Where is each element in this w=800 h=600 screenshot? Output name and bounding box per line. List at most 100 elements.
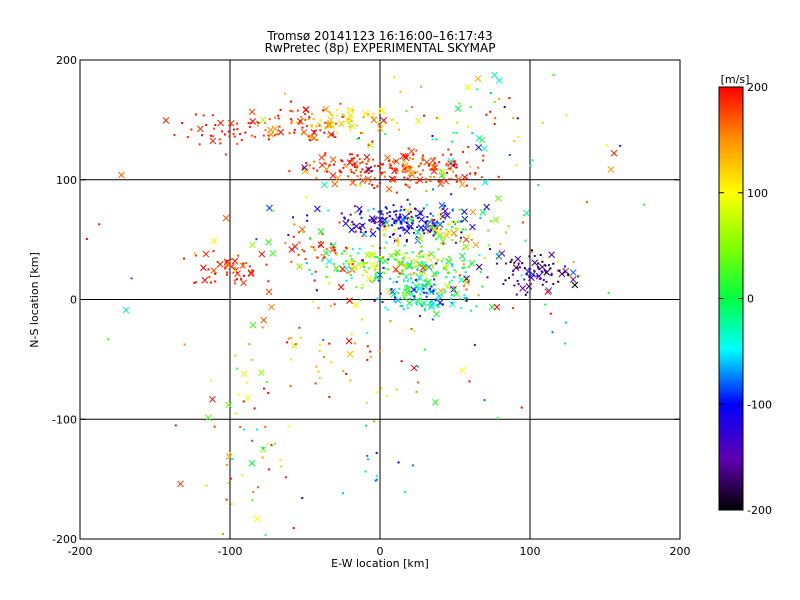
data-point-dot: [399, 226, 402, 229]
data-point-dot: [469, 263, 472, 266]
data-point-dot: [441, 303, 444, 306]
data-point-cross: [453, 290, 460, 298]
data-point-dot: [250, 134, 253, 137]
data-point-dot: [538, 277, 541, 280]
data-point-dot: [353, 165, 356, 168]
data-point-dot: [318, 343, 321, 346]
data-point-dot: [382, 256, 385, 259]
data-point-dot: [450, 265, 453, 268]
data-point-dot: [537, 268, 540, 271]
data-point-dot: [207, 268, 210, 271]
data-point-dot: [236, 367, 239, 370]
data-point-dot: [438, 297, 441, 300]
data-point-dot: [441, 235, 444, 238]
data-point-cross: [492, 216, 500, 224]
data-point-dot: [403, 160, 406, 163]
data-point-dot: [435, 304, 438, 307]
data-point-dot: [318, 376, 321, 379]
data-point-dot: [396, 242, 399, 245]
data-point-cross: [363, 153, 371, 161]
data-point-cross: [416, 274, 424, 282]
data-point-dot: [406, 307, 409, 310]
data-point-dot: [389, 319, 392, 322]
data-point-dot: [400, 205, 403, 208]
data-point-cross: [438, 172, 446, 179]
data-point-dot: [341, 113, 344, 116]
data-point-dot: [420, 245, 423, 248]
data-point-dot: [563, 342, 566, 345]
data-point-dot: [363, 269, 366, 272]
data-point-dot: [440, 294, 443, 297]
data-point-dot: [236, 128, 239, 131]
data-point-cross: [447, 157, 455, 165]
data-point-dot: [364, 178, 367, 181]
colorbar-ticks: 200 100 0 -100 -200: [719, 81, 772, 517]
data-point-dot: [377, 279, 380, 282]
data-point-dot: [305, 262, 308, 265]
data-point-cross: [296, 117, 304, 125]
data-point-dot: [391, 224, 394, 227]
data-point-dot: [524, 293, 527, 296]
data-point-dot: [304, 118, 307, 121]
data-point-dot: [353, 205, 356, 208]
data-point-dot: [405, 238, 408, 241]
data-point-dot: [364, 470, 367, 473]
data-point-cross: [427, 303, 435, 311]
data-point-dot: [376, 227, 379, 230]
data-point-dot: [413, 295, 416, 298]
data-point-dot: [444, 291, 447, 294]
data-point-dot: [308, 139, 311, 142]
data-point-dot: [293, 131, 296, 134]
data-point-dot: [214, 272, 217, 275]
data-point-cross: [321, 181, 328, 189]
data-point-dot: [365, 271, 368, 274]
data-point-dot: [435, 262, 438, 265]
data-point-dot: [461, 267, 464, 270]
data-point-dot: [356, 166, 359, 169]
data-point-dot: [522, 214, 525, 217]
data-point-dot: [397, 461, 400, 464]
data-point-dot: [411, 106, 414, 109]
data-point-dot: [405, 252, 408, 255]
data-point-cross: [493, 303, 501, 311]
data-point-dot: [374, 217, 377, 220]
data-point-dot: [374, 272, 377, 275]
data-point-dot: [448, 256, 451, 259]
data-point-dot: [355, 124, 358, 127]
data-point-dot: [446, 271, 449, 274]
data-point-cross: [424, 278, 432, 286]
data-point-dot: [499, 243, 502, 246]
data-point-dot: [406, 280, 409, 283]
data-point-dot: [464, 271, 467, 274]
data-point-dot: [513, 284, 516, 287]
data-point-dot: [362, 234, 365, 237]
data-point-dot: [365, 169, 368, 172]
data-point-dot: [383, 222, 386, 225]
data-point-dot: [402, 292, 405, 295]
data-point-cross: [247, 269, 255, 277]
data-point-dot: [373, 267, 376, 270]
data-point-cross: [266, 204, 273, 212]
data-point-dot: [194, 281, 197, 284]
data-point-cross: [265, 238, 272, 246]
data-point-dot: [426, 267, 429, 270]
data-point-dot: [378, 228, 381, 231]
data-point-dot: [449, 297, 452, 300]
data-point-dot: [409, 179, 412, 182]
data-point-cross: [483, 203, 490, 211]
data-point-dot: [351, 263, 354, 266]
data-point-cross: [491, 71, 498, 79]
data-point-dot: [400, 269, 403, 272]
data-point-dot: [429, 179, 432, 182]
data-point-cross: [209, 395, 216, 403]
data-point-cross: [300, 128, 308, 136]
data-point-dot: [541, 121, 544, 124]
data-point-dot: [460, 236, 463, 239]
data-point-dot: [234, 282, 237, 285]
data-point-dot: [457, 227, 460, 230]
data-point-dot: [409, 210, 412, 213]
data-point-dot: [272, 209, 275, 212]
data-point-dot: [453, 288, 456, 291]
data-point-dot: [352, 172, 355, 175]
